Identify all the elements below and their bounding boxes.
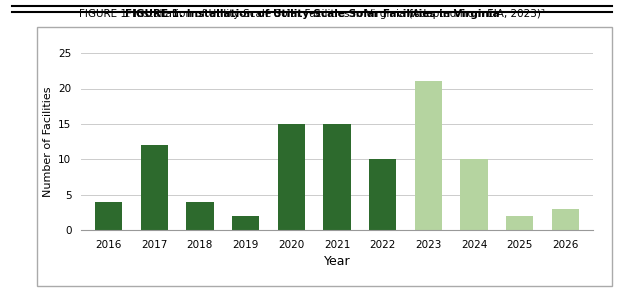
Bar xyxy=(278,124,305,230)
Bar xyxy=(232,216,260,230)
Bar xyxy=(369,159,396,230)
Bar xyxy=(323,124,351,230)
Bar xyxy=(95,202,122,230)
Text: FIGURE 1: Installation of Utility-Scale Solar Facilities in Virginia: FIGURE 1: Installation of Utility-Scale … xyxy=(125,9,499,19)
Text: FIGURE 1: Installation of Utility-Scale Solar Facilities in Virginia (Adapted fr: FIGURE 1: Installation of Utility-Scale … xyxy=(79,9,545,19)
Bar xyxy=(186,202,213,230)
Y-axis label: Number of Facilities: Number of Facilities xyxy=(42,86,52,197)
Bar xyxy=(140,145,168,230)
Bar xyxy=(552,209,579,230)
X-axis label: Year: Year xyxy=(324,255,350,268)
Bar xyxy=(506,216,534,230)
Bar xyxy=(461,159,488,230)
Bar xyxy=(414,81,442,230)
